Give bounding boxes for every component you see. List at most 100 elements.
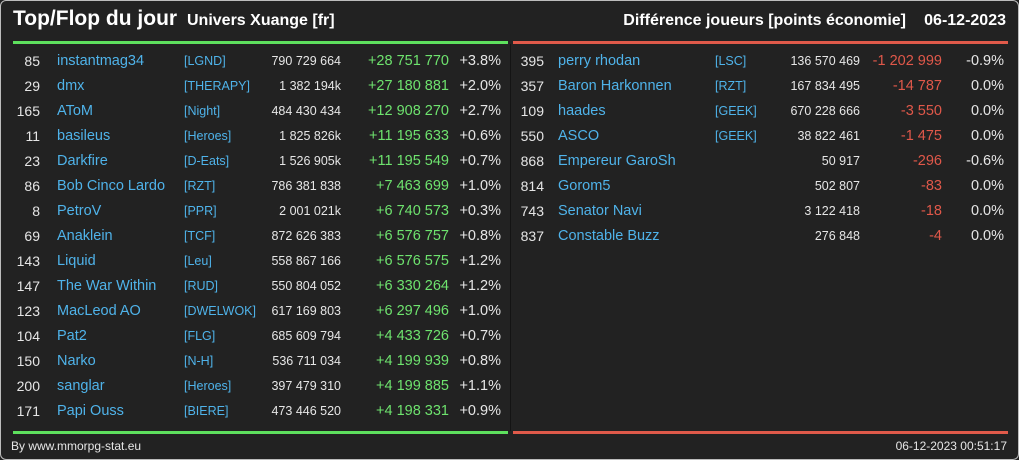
player-name-link[interactable]: Papi Ouss: [57, 403, 124, 419]
points-difference: -1 202 999: [872, 53, 942, 69]
points-difference: +6 576 575: [376, 253, 449, 269]
alliance-tag-link[interactable]: [Heroes]: [184, 379, 232, 393]
player-points: 617 169 803: [271, 304, 341, 318]
player-points: 1 382 194k: [279, 79, 341, 93]
player-rank: 104: [16, 328, 40, 344]
player-points: 872 626 383: [271, 229, 341, 243]
generated-timestamp: 06-12-2023 00:51:17: [895, 439, 1007, 453]
alliance-tag-link[interactable]: [RZT]: [184, 179, 216, 193]
player-name-link[interactable]: perry rhodan: [558, 53, 641, 69]
percent-change: 0.0%: [970, 78, 1004, 94]
player-rank: 85: [24, 53, 40, 69]
player-row: 8 PetroV [PPR] 2 001 021k +6 740 573 +0.3%: [13, 199, 508, 224]
player-rank: 8: [32, 203, 40, 219]
player-points: 2 001 021k: [279, 204, 341, 218]
player-points: 473 446 520: [271, 404, 341, 418]
alliance-tag-link[interactable]: [TCF]: [184, 229, 216, 243]
alliance-tag-link[interactable]: [THERAPY]: [184, 79, 250, 93]
player-rank: 109: [520, 103, 544, 119]
player-name-link[interactable]: haades: [558, 103, 606, 119]
alliance-tag-link[interactable]: [Leu]: [184, 254, 212, 268]
player-rank: 868: [520, 153, 544, 169]
player-name-link[interactable]: The War Within: [57, 278, 157, 294]
player-name-link[interactable]: Constable Buzz: [558, 228, 660, 244]
player-row: 104 Pat2 [FLG] 685 609 794 +4 433 726 +0.7%: [13, 324, 508, 349]
player-points: 685 609 794: [271, 329, 341, 343]
player-name-link[interactable]: basileus: [57, 128, 111, 144]
player-points: 786 381 838: [271, 179, 341, 193]
points-difference: -14 787: [892, 78, 942, 94]
player-name-link[interactable]: sanglar: [57, 378, 105, 394]
alliance-tag-link[interactable]: [Heroes]: [184, 129, 232, 143]
alliance-tag-link[interactable]: [RUD]: [184, 279, 219, 293]
percent-change: +0.9%: [459, 403, 501, 419]
player-name-link[interactable]: instantmag34: [57, 53, 145, 69]
player-row: 29 dmx [THERAPY] 1 382 194k +27 180 881 +2.0%: [13, 74, 508, 99]
percent-change: -0.9%: [966, 53, 1004, 69]
player-row: 85 instantmag34 [LGND] 790 729 664 +28 751 7…: [13, 49, 508, 74]
player-name-link[interactable]: Bob Cinco Lardo: [57, 178, 166, 194]
player-name-link[interactable]: Gorom5: [558, 178, 611, 194]
site-credit-link[interactable]: By www.mmorpg-stat.eu: [11, 439, 142, 453]
player-name-link[interactable]: Empereur GaroSh: [558, 153, 676, 169]
points-difference: +6 330 264: [376, 278, 449, 294]
points-difference: -4: [929, 228, 942, 244]
player-name-link[interactable]: Senator Navi: [558, 203, 642, 219]
alliance-tag-link[interactable]: [LGND]: [184, 54, 226, 68]
player-name-link[interactable]: dmx: [57, 78, 85, 94]
points-difference: +6 297 496: [376, 303, 449, 319]
player-name-link[interactable]: Darkfire: [57, 153, 108, 169]
player-rank: 147: [16, 278, 40, 294]
player-name-link[interactable]: Anaklein: [57, 228, 113, 244]
flop-players-list: 395 perry rhodan [LSC] 136 570 469 -1 202 99…: [513, 49, 1008, 249]
player-name-link[interactable]: AToM: [57, 103, 93, 119]
player-points: 536 711 034: [272, 354, 341, 368]
player-name-link[interactable]: MacLeod AO: [57, 303, 141, 319]
player-points: 484 430 434: [271, 104, 341, 118]
player-points: 1 825 826k: [279, 129, 341, 143]
player-rank: 69: [24, 228, 40, 244]
percent-change: +0.7%: [459, 328, 501, 344]
percent-change: +1.0%: [459, 178, 501, 194]
alliance-tag-link[interactable]: [GEEK]: [715, 129, 757, 143]
points-difference: -1 475: [900, 128, 942, 144]
player-rank: 165: [16, 103, 40, 119]
header: Top/Flop du jour Univers Xuange [fr] Dif…: [13, 7, 1006, 37]
player-rank: 357: [520, 78, 544, 94]
player-row: 147 The War Within [RUD] 550 804 052 +6 330 …: [13, 274, 508, 299]
alliance-tag-link[interactable]: [RZT]: [715, 79, 747, 93]
alliance-tag-link[interactable]: [D-Eats]: [184, 154, 230, 168]
top-bottom-rule: [13, 431, 508, 434]
alliance-tag-link[interactable]: [N-H]: [184, 354, 214, 368]
player-rank: 11: [25, 128, 40, 144]
player-name-link[interactable]: PetroV: [57, 203, 102, 219]
player-name-link[interactable]: Liquid: [57, 253, 96, 269]
points-difference: +28 751 770: [367, 53, 449, 69]
player-points: 1 526 905k: [279, 154, 341, 168]
player-name-link[interactable]: ASCO: [558, 128, 600, 144]
percent-change: +1.1%: [459, 378, 501, 394]
alliance-tag-link[interactable]: [GEEK]: [715, 104, 757, 118]
player-row: 743 Senator Navi 3 122 418 -18 0.0%: [513, 199, 1008, 224]
player-points: 50 917: [821, 154, 860, 168]
alliance-tag-link[interactable]: [LSC]: [715, 54, 747, 68]
player-points: 3 122 418: [804, 204, 860, 218]
top-players-list: 85 instantmag34 [LGND] 790 729 664 +28 751 7…: [13, 49, 508, 424]
player-points: 167 834 495: [790, 79, 860, 93]
alliance-tag-link[interactable]: [DWELWOK]: [184, 304, 256, 318]
player-name-link[interactable]: Baron Harkonnen: [558, 78, 672, 94]
alliance-tag-link[interactable]: [PPR]: [184, 204, 217, 218]
percent-change: +0.8%: [459, 353, 501, 369]
page-title: Top/Flop du jour: [13, 7, 178, 30]
percent-change: +0.7%: [459, 153, 501, 169]
player-points: 550 804 052: [271, 279, 341, 293]
player-name-link[interactable]: Narko: [57, 353, 96, 369]
player-rank: 143: [16, 253, 40, 269]
player-rank: 171: [16, 403, 40, 419]
alliance-tag-link[interactable]: [Night]: [184, 104, 221, 118]
alliance-tag-link[interactable]: [FLG]: [184, 329, 216, 343]
percent-change: 0.0%: [970, 103, 1004, 119]
alliance-tag-link[interactable]: [BIERE]: [184, 404, 229, 418]
player-name-link[interactable]: Pat2: [57, 328, 87, 344]
